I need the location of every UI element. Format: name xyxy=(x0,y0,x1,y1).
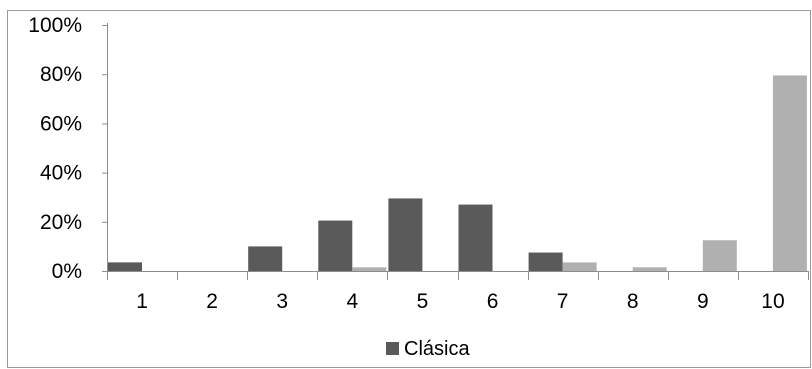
x-tick-label: 5 xyxy=(417,290,429,313)
bar-series-2 xyxy=(632,267,667,271)
x-tick-label: 2 xyxy=(206,290,218,313)
x-axis: 1 2 3 4 5 6 7 8 9 10 xyxy=(107,271,809,313)
x-tick-label: 1 xyxy=(136,290,148,313)
bar-series-1 xyxy=(248,246,283,271)
x-tick-label: 7 xyxy=(557,290,569,313)
y-tick-label: 80% xyxy=(40,63,82,86)
bars xyxy=(108,75,807,272)
x-tick-label: 10 xyxy=(761,290,784,313)
bar-series-2 xyxy=(702,240,737,271)
legend: Clásica xyxy=(386,338,470,360)
bar-series-1 xyxy=(528,252,563,271)
y-tick-label: 60% xyxy=(40,112,82,135)
bar-series-1 xyxy=(458,204,493,271)
bar-series-1 xyxy=(388,198,423,271)
x-tick-label: 9 xyxy=(697,290,709,313)
legend-label: Clásica xyxy=(404,338,470,360)
bar-series-1 xyxy=(108,262,142,271)
x-tick-label: 8 xyxy=(627,290,639,313)
x-tick-label: 6 xyxy=(487,290,499,313)
y-tick-label: 20% xyxy=(40,211,82,234)
bar-series-1 xyxy=(318,220,353,271)
x-tick-label: 3 xyxy=(276,290,288,313)
y-tick-label: 40% xyxy=(40,162,82,185)
chart-frame xyxy=(7,10,811,368)
bar-series-2 xyxy=(772,75,807,272)
legend-swatch xyxy=(386,342,399,355)
y-axis: 0% 20% 40% 60% 80% 100% xyxy=(28,14,108,283)
bar-series-2 xyxy=(562,262,597,271)
y-tick-label: 0% xyxy=(52,260,82,283)
bar-series-2 xyxy=(352,267,387,271)
x-tick-label: 4 xyxy=(347,290,359,313)
y-tick-label: 100% xyxy=(28,14,82,37)
